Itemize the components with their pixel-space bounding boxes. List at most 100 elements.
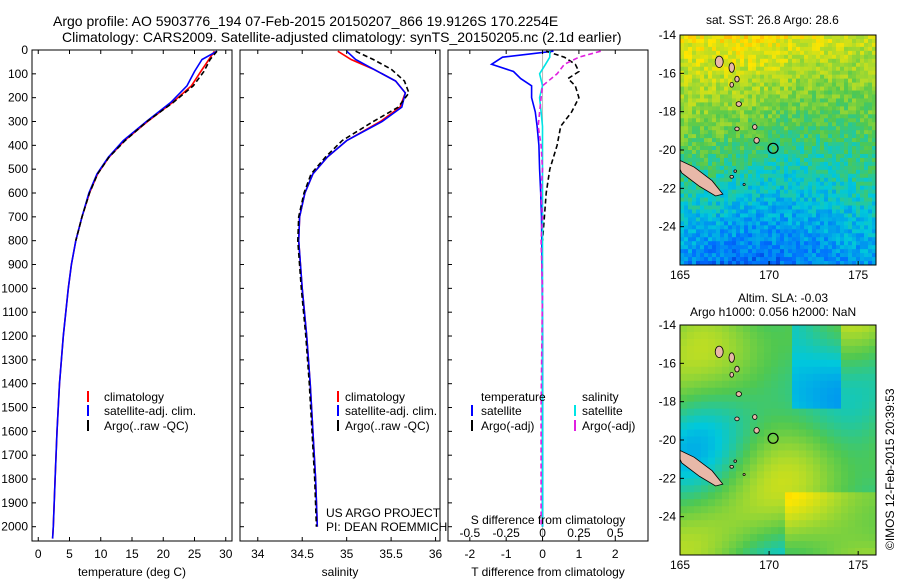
map-cell bbox=[820, 261, 825, 265]
map-cell bbox=[748, 74, 753, 80]
map-cell bbox=[796, 86, 801, 92]
map-cell bbox=[712, 165, 717, 171]
map-cell bbox=[784, 78, 789, 84]
map-cell bbox=[720, 146, 725, 151]
x-tick-label: 2 bbox=[612, 547, 619, 561]
map-cell bbox=[868, 62, 873, 68]
map-cell bbox=[844, 173, 849, 179]
map-cell bbox=[800, 94, 805, 100]
map-cell bbox=[732, 173, 737, 179]
map-cell bbox=[796, 189, 801, 195]
map-cell bbox=[687, 331, 695, 340]
map-cell bbox=[680, 241, 685, 246]
map-cell bbox=[687, 506, 695, 514]
map-cell bbox=[800, 245, 805, 250]
map-cell bbox=[820, 245, 825, 250]
map-cell bbox=[852, 110, 857, 115]
map-cell bbox=[696, 197, 701, 203]
map-cell bbox=[680, 478, 688, 486]
map-cell bbox=[778, 499, 786, 507]
map-cell bbox=[828, 173, 833, 179]
map-cell bbox=[720, 205, 725, 211]
map-cell bbox=[812, 126, 817, 131]
map-cell bbox=[776, 138, 781, 143]
map-cell bbox=[740, 173, 745, 179]
map-cell bbox=[808, 66, 813, 72]
map-cell bbox=[840, 94, 845, 100]
map-cell bbox=[792, 241, 797, 246]
map-y-tick-label: -18 bbox=[659, 105, 677, 119]
map-cell bbox=[788, 66, 793, 72]
map-cell bbox=[820, 534, 828, 542]
map-y-tick-label: -16 bbox=[659, 356, 677, 370]
map-cell bbox=[860, 249, 865, 254]
map-cell bbox=[813, 464, 821, 472]
map-cell bbox=[750, 394, 758, 403]
map-cell bbox=[804, 161, 809, 167]
map-cell bbox=[832, 213, 837, 219]
map-cell bbox=[724, 102, 729, 107]
map-cell bbox=[840, 241, 845, 246]
map-cell bbox=[792, 471, 800, 479]
map-cell bbox=[750, 534, 758, 542]
map-cell bbox=[841, 345, 849, 354]
map-cell bbox=[804, 189, 809, 195]
map-cell bbox=[694, 401, 702, 410]
map-cell bbox=[704, 42, 709, 48]
map-cell bbox=[728, 257, 733, 262]
map-cell bbox=[712, 58, 717, 64]
map-cell bbox=[856, 122, 861, 127]
map-cell bbox=[729, 408, 737, 417]
map-cell bbox=[772, 110, 777, 115]
map-cell bbox=[756, 169, 761, 175]
map-cell bbox=[856, 209, 861, 215]
map-cell bbox=[776, 66, 781, 72]
map-cell bbox=[872, 122, 876, 127]
map-cell bbox=[722, 506, 730, 514]
map-cell bbox=[812, 122, 817, 127]
map-cell bbox=[852, 161, 857, 167]
map-cell bbox=[680, 345, 688, 354]
map-cell bbox=[724, 98, 729, 104]
map-cell bbox=[828, 213, 833, 219]
map-cell bbox=[852, 82, 857, 88]
map-cell bbox=[800, 42, 805, 48]
map-cell bbox=[740, 229, 745, 234]
map-cell bbox=[856, 118, 861, 123]
map-cell bbox=[816, 181, 821, 187]
map-cell bbox=[740, 253, 745, 258]
map-cell bbox=[869, 373, 876, 382]
map-cell bbox=[796, 106, 801, 111]
map-cell bbox=[806, 415, 814, 424]
map-cell bbox=[692, 245, 697, 250]
map-cell bbox=[768, 237, 773, 242]
map-cell bbox=[764, 70, 769, 76]
map-cell bbox=[764, 534, 772, 542]
map-cell bbox=[836, 54, 841, 60]
map-cell bbox=[848, 46, 853, 52]
y-tick-label: 0 bbox=[21, 43, 28, 57]
map-cell bbox=[828, 217, 833, 222]
map-cell bbox=[757, 478, 765, 486]
map-cell bbox=[860, 50, 865, 56]
map-cell bbox=[836, 58, 841, 64]
map-cell bbox=[840, 58, 845, 64]
map-cell bbox=[752, 50, 757, 56]
map-cell bbox=[834, 436, 842, 445]
map-cell bbox=[715, 394, 723, 403]
map-cell bbox=[772, 58, 777, 64]
map-cell bbox=[828, 70, 833, 76]
map-cell bbox=[760, 249, 765, 254]
map-cell bbox=[816, 185, 821, 191]
map-cell bbox=[744, 54, 749, 60]
map-cell bbox=[748, 253, 753, 258]
map-cell bbox=[792, 161, 797, 167]
map-cell bbox=[680, 415, 688, 424]
map-cell bbox=[796, 157, 801, 163]
map-cell bbox=[728, 217, 733, 222]
map-cell bbox=[808, 150, 813, 155]
map-cell bbox=[868, 233, 873, 238]
map-cell bbox=[784, 233, 789, 238]
map-cell bbox=[836, 213, 841, 219]
map-cell bbox=[704, 241, 709, 246]
